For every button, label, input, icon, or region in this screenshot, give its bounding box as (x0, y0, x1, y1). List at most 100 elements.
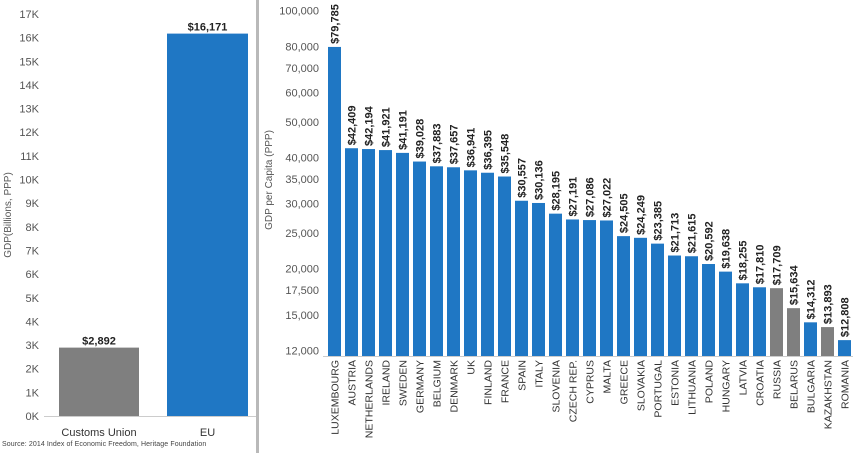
category-label: CROATIA (755, 360, 767, 406)
bar-finland (481, 172, 494, 356)
bar-croatia (753, 287, 766, 356)
category-label: RUSSIA (772, 360, 784, 399)
data-label: $21,615 (687, 213, 699, 253)
y-tick-label: 14K (19, 80, 39, 92)
category-label: HUNGARY (721, 360, 733, 412)
data-label: $28,195 (551, 171, 563, 211)
data-label: $39,028 (415, 119, 427, 159)
y-axis-label: GDP per Capita (PPP) (264, 130, 275, 230)
category-label: MALTA (602, 360, 614, 393)
category-label: AUSTRIA (347, 360, 359, 406)
data-label: $37,657 (449, 125, 461, 165)
data-label: $42,194 (364, 105, 376, 146)
category-label: KAZAKHSTAN (823, 360, 835, 429)
category-label: EU (200, 427, 215, 439)
category-label: SLOVAKIA (636, 360, 648, 411)
y-tick-label: 70,000 (285, 63, 319, 75)
data-label: $35,548 (500, 134, 512, 174)
data-label: $24,505 (619, 193, 631, 233)
y-tick-label: 15K (19, 56, 39, 68)
category-label: FINLAND (483, 360, 495, 405)
y-tick-label: 0K (26, 411, 40, 423)
data-label: $41,921 (381, 107, 393, 147)
y-tick-label: 16K (19, 33, 39, 45)
category-label: Customs Union (61, 427, 136, 439)
category-label: NETHERLANDS (364, 360, 376, 438)
category-label: BELARUS (789, 360, 801, 409)
bar-poland (702, 264, 715, 356)
bar-cyprus (583, 220, 596, 356)
source-note: Source: 2014 Index of Economic Freedom, … (2, 441, 207, 448)
y-tick-label: 1K (26, 387, 40, 399)
y-tick-label: 40,000 (285, 153, 319, 165)
data-label: $2,892 (82, 336, 116, 348)
bar-italy (532, 202, 545, 356)
bar-lithuania (685, 256, 698, 356)
category-label: CYPRUS (585, 360, 597, 404)
bar-uk (464, 170, 477, 356)
y-tick-label: 8K (26, 222, 40, 234)
category-label: CZECH REP. (568, 360, 580, 422)
gdp-total-chart: 0K 1K 2K 3K 4K 5K 6K 7K 8K 9K 10K 11K 12K 13K 14K 15K 16… (3, 9, 256, 439)
data-label: $17,709 (772, 245, 784, 285)
category-label: GERMANY (415, 360, 427, 413)
gdp-per-capita-chart: 12,000 15,000 17,500 20,000 25,000 30,000 35,0… (264, 4, 853, 438)
data-label: $15,634 (789, 265, 801, 306)
data-label: $24,249 (636, 195, 648, 235)
category-label: ESTONIA (670, 360, 682, 406)
y-tick-label: 2K (26, 364, 40, 376)
data-label: $16,171 (188, 22, 228, 34)
bar-portugal (651, 243, 664, 356)
data-label: $79,785 (330, 4, 342, 44)
y-tick-label: 9K (26, 198, 40, 210)
category-label: LUXEMBOURG (330, 360, 342, 435)
bar-malta (600, 220, 613, 356)
y-tick-label: 35,000 (285, 174, 319, 186)
data-label: $20,592 (704, 221, 716, 261)
y-tick-label: 6K (26, 269, 40, 281)
y-tick-label: 5K (26, 293, 40, 305)
bar-belgium (430, 166, 443, 356)
bar-ireland (379, 150, 392, 356)
bar-bulgaria (804, 322, 817, 356)
category-label: ROMANIA (840, 360, 852, 409)
y-tick-label: 7K (26, 245, 40, 257)
category-label: IRELAND (381, 360, 393, 406)
y-tick-label: 30,000 (285, 199, 319, 211)
data-label: $18,255 (738, 241, 750, 281)
y-tick-label: 12,000 (285, 346, 319, 358)
bar-eu (167, 33, 248, 416)
y-tick-label: 17,500 (285, 285, 319, 297)
category-label: PORTUGAL (653, 360, 665, 418)
y-tick-label: 80,000 (285, 42, 319, 54)
bar-france (498, 176, 511, 356)
bar-kazakhstan (821, 327, 834, 356)
bar-sweden (396, 152, 409, 356)
data-label: $27,086 (585, 177, 597, 217)
bar-slovakia (634, 237, 647, 356)
data-label: $12,808 (840, 297, 852, 337)
y-tick-label: 60,000 (285, 88, 319, 100)
bar-romania (838, 340, 851, 356)
bar-estonia (668, 255, 681, 356)
bar-czech-rep (566, 219, 579, 356)
category-label: LITHUANIA (687, 360, 699, 415)
bar-austria (345, 148, 358, 356)
bar-denmark (447, 167, 460, 356)
gdp-per-capita-chart-panel: 12,000 15,000 17,500 20,000 25,000 30,000 35,0… (259, 0, 853, 453)
y-tick-label: 100,000 (279, 6, 319, 18)
y-tick-label: 10K (19, 175, 39, 187)
gdp-total-chart-panel: 0K 1K 2K 3K 4K 5K 6K 7K 8K 9K 10K 11K 12K 13K 14K 15K 16… (0, 0, 256, 453)
y-tick-label: 20,000 (285, 264, 319, 276)
data-label: $41,191 (398, 110, 410, 150)
bar-belarus (787, 308, 800, 356)
data-label: $14,312 (806, 280, 818, 320)
data-label: $36,941 (466, 128, 478, 168)
bar-customs-union (59, 347, 139, 416)
y-tick-label: 3K (26, 340, 40, 352)
y-tick-label: 13K (19, 104, 39, 116)
bar-latvia (736, 283, 749, 356)
data-label: $27,022 (602, 178, 614, 218)
bar-luxembourg (328, 46, 341, 356)
panel-divider (256, 0, 259, 453)
